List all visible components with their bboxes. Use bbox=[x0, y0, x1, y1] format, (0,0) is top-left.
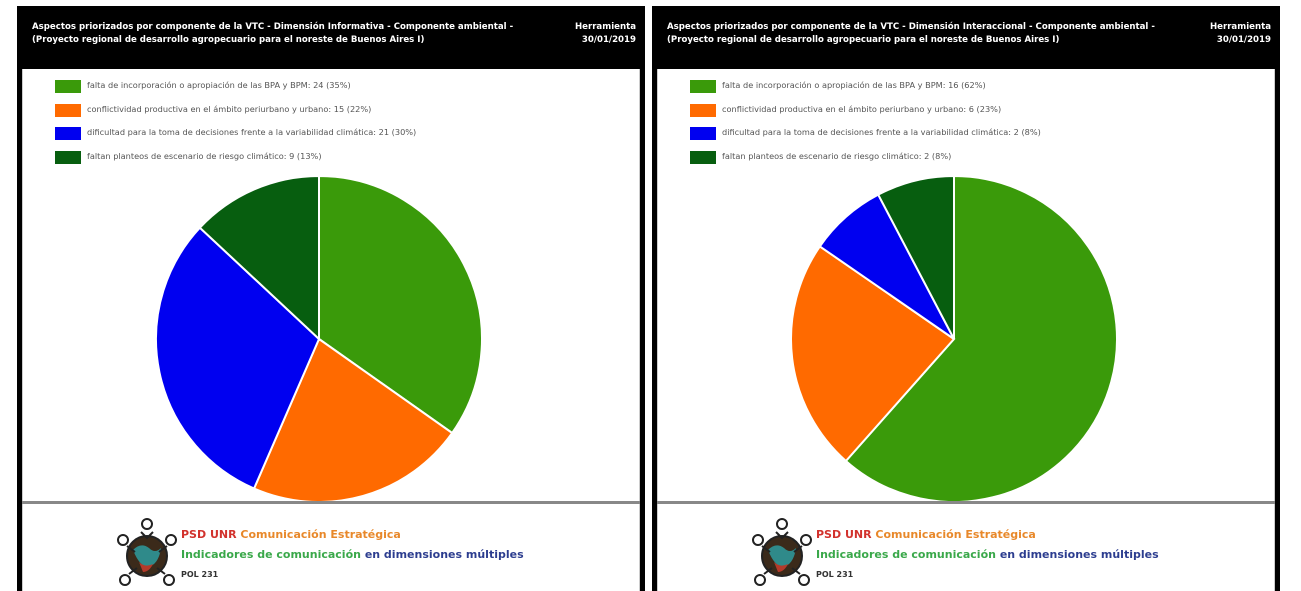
pie-chart-interaccional bbox=[790, 174, 1118, 501]
footer-divider bbox=[657, 501, 1275, 504]
legend-label: falta de incorporación o apropiación de … bbox=[722, 80, 986, 90]
footer-line-1: PSD UNR Comunicación Estratégica bbox=[181, 528, 401, 541]
panel-title: Aspectos priorizados por componente de l… bbox=[32, 22, 514, 45]
legend-label: conflictividad productiva en el ámbito p… bbox=[722, 103, 1002, 114]
slice-bpa-bpm[interactable] bbox=[844, 174, 1118, 501]
tool-label: Herramienta bbox=[1209, 22, 1271, 32]
legend-swatch bbox=[690, 127, 716, 140]
brand-comunicacion-estrategica: Comunicación Estratégica bbox=[875, 528, 1036, 541]
footer-line-1: PSD UNR Comunicación Estratégica bbox=[816, 528, 1036, 541]
footer-line-3: POL 231 bbox=[181, 570, 219, 579]
legend-swatch bbox=[55, 103, 81, 117]
chart-panel-informativa: Aspectos priorizados por componente de l… bbox=[17, 6, 645, 591]
legend-swatch bbox=[55, 150, 81, 164]
legend-label: conflictividad productiva en el ámbito p… bbox=[87, 103, 372, 114]
pie-chart-informativa bbox=[155, 174, 483, 501]
legend-label: dificultad para la toma de decisiones fr… bbox=[722, 127, 1041, 137]
chart-panel-interaccional: Aspectos priorizados por componente de l… bbox=[652, 6, 1280, 591]
legend-label: falta de incorporación o apropiación de … bbox=[87, 80, 351, 90]
legend-swatch bbox=[55, 127, 81, 140]
footer-branding: PSD UNR Comunicación Estratégica Indicad… bbox=[657, 504, 1275, 591]
tool-label: Herramienta bbox=[574, 22, 636, 32]
brand-psd-unr: PSD UNR bbox=[816, 528, 872, 541]
brand-psd-unr: PSD UNR bbox=[181, 528, 237, 541]
legend-swatch bbox=[690, 150, 716, 164]
footer-line-3: POL 231 bbox=[816, 570, 854, 579]
globe-people-logo-icon bbox=[752, 518, 812, 586]
panel-tool-date: Herramienta 30/01/2019 bbox=[556, 21, 636, 47]
footer-line-2: Indicadores de comunicación en dimension… bbox=[816, 548, 1159, 561]
panel-tool-date: Herramienta 30/01/2019 bbox=[1191, 21, 1271, 47]
slice-conflictividad[interactable] bbox=[252, 337, 454, 501]
brand-dimensiones: en dimensiones múltiples bbox=[999, 548, 1159, 561]
chart-area: falta de incorporación o apropiación de … bbox=[22, 69, 640, 501]
report-date: 30/01/2019 bbox=[1216, 35, 1271, 45]
slice-riesgo[interactable] bbox=[876, 174, 955, 340]
footer-line-2: Indicadores de comunicación en dimension… bbox=[181, 548, 524, 561]
legend-label: faltan planteos de escenario de riesgo c… bbox=[87, 150, 322, 161]
slice-variabilidad[interactable] bbox=[155, 226, 321, 490]
brand-dimensiones: en dimensiones múltiples bbox=[364, 548, 524, 561]
legend-swatch bbox=[55, 80, 81, 93]
brand-indicadores: Indicadores de comunicación bbox=[181, 548, 361, 561]
panel-header: Aspectos priorizados por componente de l… bbox=[657, 11, 1275, 69]
chart-area: falta de incorporación o apropiación de … bbox=[657, 69, 1275, 501]
slice-riesgo[interactable] bbox=[198, 174, 320, 342]
report-date: 30/01/2019 bbox=[581, 35, 636, 45]
legend-label: dificultad para la toma de decisiones fr… bbox=[87, 127, 417, 137]
footer-branding: PSD UNR Comunicación Estratégica Indicad… bbox=[22, 504, 640, 591]
brand-indicadores: Indicadores de comunicación bbox=[816, 548, 996, 561]
panel-title: Aspectos priorizados por componente de l… bbox=[667, 22, 1155, 45]
slice-conflictividad[interactable] bbox=[790, 245, 956, 463]
legend-label: faltan planteos de escenario de riesgo c… bbox=[722, 150, 952, 161]
panel-header: Aspectos priorizados por componente de l… bbox=[22, 11, 640, 69]
globe-people-logo-icon bbox=[117, 518, 177, 586]
footer-divider bbox=[22, 501, 640, 504]
legend-swatch bbox=[690, 80, 716, 93]
slice-bpa-bpm[interactable] bbox=[318, 174, 483, 435]
legend-swatch bbox=[690, 103, 716, 117]
brand-comunicacion-estrategica: Comunicación Estratégica bbox=[240, 528, 401, 541]
